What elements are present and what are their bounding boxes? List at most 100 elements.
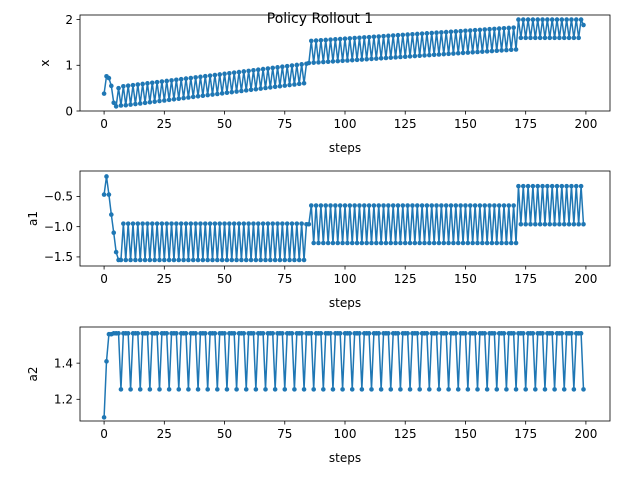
data-point: [265, 221, 271, 226]
data-point: [183, 221, 189, 226]
data-point: [374, 240, 379, 246]
data-point: [301, 257, 307, 263]
data-point: [130, 221, 136, 226]
data-point: [352, 35, 357, 41]
data-point: [530, 183, 536, 189]
data-point: [229, 257, 235, 263]
x-tick-label: 75: [277, 117, 292, 131]
data-point: [186, 95, 191, 100]
data-point: [157, 98, 162, 104]
data-point: [231, 70, 237, 75]
data-point: [241, 331, 247, 336]
data-point: [371, 203, 377, 208]
data-point: [186, 257, 191, 263]
data-point: [496, 203, 502, 208]
data-point: [162, 257, 167, 263]
data-point: [537, 221, 543, 227]
data-point: [265, 66, 271, 71]
data-point: [441, 240, 447, 246]
data-point: [118, 387, 124, 392]
data-point: [537, 35, 543, 41]
data-point: [465, 240, 471, 246]
data-point: [523, 221, 528, 227]
data-point: [118, 257, 124, 263]
data-point: [270, 65, 276, 71]
data-point: [335, 240, 341, 246]
data-point: [270, 221, 276, 226]
data-point: [234, 387, 239, 392]
data-point: [135, 221, 141, 226]
data-point: [234, 257, 239, 263]
data-point: [511, 25, 516, 30]
data-point: [251, 67, 256, 73]
data-point: [513, 47, 519, 52]
data-point: [508, 47, 514, 53]
data-point: [318, 331, 324, 336]
data-point: [133, 257, 138, 263]
data-point: [581, 221, 586, 227]
data-point: [200, 257, 206, 263]
data-point: [311, 387, 316, 392]
data-point: [174, 221, 179, 226]
data-point: [501, 331, 507, 336]
data-point: [306, 221, 312, 227]
data-point: [359, 240, 365, 246]
data-point: [263, 257, 268, 263]
data-point: [390, 33, 396, 38]
data-point: [564, 183, 569, 189]
data-point: [581, 387, 586, 392]
x-tick-label: 150: [454, 427, 477, 441]
data-point: [215, 387, 220, 392]
x-tick-label: 50: [217, 427, 232, 441]
data-point: [395, 203, 401, 208]
data-point: [318, 37, 324, 43]
data-point: [542, 387, 548, 392]
data-point: [284, 63, 290, 69]
data-point: [482, 331, 488, 336]
data-point: [349, 57, 355, 63]
x-axis-label: steps: [329, 451, 361, 465]
data-point: [441, 51, 447, 57]
data-point: [280, 64, 285, 70]
data-point: [284, 221, 290, 226]
data-point: [554, 183, 560, 189]
data-point: [443, 29, 449, 35]
data-point: [152, 99, 157, 104]
data-point: [215, 91, 220, 97]
data-point: [217, 72, 223, 77]
data-point: [407, 387, 413, 392]
data-point: [260, 331, 266, 336]
data-point: [504, 387, 509, 392]
data-point: [253, 387, 259, 392]
data-point: [359, 387, 365, 392]
data-point: [436, 52, 442, 57]
data-point: [573, 17, 579, 22]
data-point: [557, 35, 562, 41]
x-tick-label: 200: [574, 272, 597, 286]
data-point: [125, 331, 131, 336]
data-point: [202, 331, 208, 336]
x-tick-label: 125: [394, 427, 417, 441]
data-point: [337, 331, 343, 336]
data-point: [395, 331, 401, 336]
y-tick-label: −1.0: [44, 220, 73, 234]
y-tick-label: 1.2: [54, 393, 73, 407]
data-point: [299, 221, 304, 226]
subplot-a2: 0 25 50 75 100 125 150 175 200 1.2 1.4 steps a2: [26, 326, 611, 465]
data-point: [183, 331, 189, 336]
data-point: [388, 387, 394, 392]
data-point: [559, 17, 565, 22]
data-point: [236, 221, 242, 226]
data-point: [128, 102, 133, 107]
data-point: [128, 387, 133, 392]
data-point: [427, 387, 432, 392]
subplots: 0 25 50 75 100 125 150 175 200 0 1 2 steps x 0 25 50 75 10…: [26, 13, 611, 465]
data-point: [268, 85, 273, 90]
data-point: [140, 221, 145, 226]
data-point: [386, 33, 391, 39]
data-point: [270, 331, 276, 336]
data-point: [446, 51, 451, 57]
data-point: [357, 331, 362, 336]
data-point: [569, 331, 574, 336]
